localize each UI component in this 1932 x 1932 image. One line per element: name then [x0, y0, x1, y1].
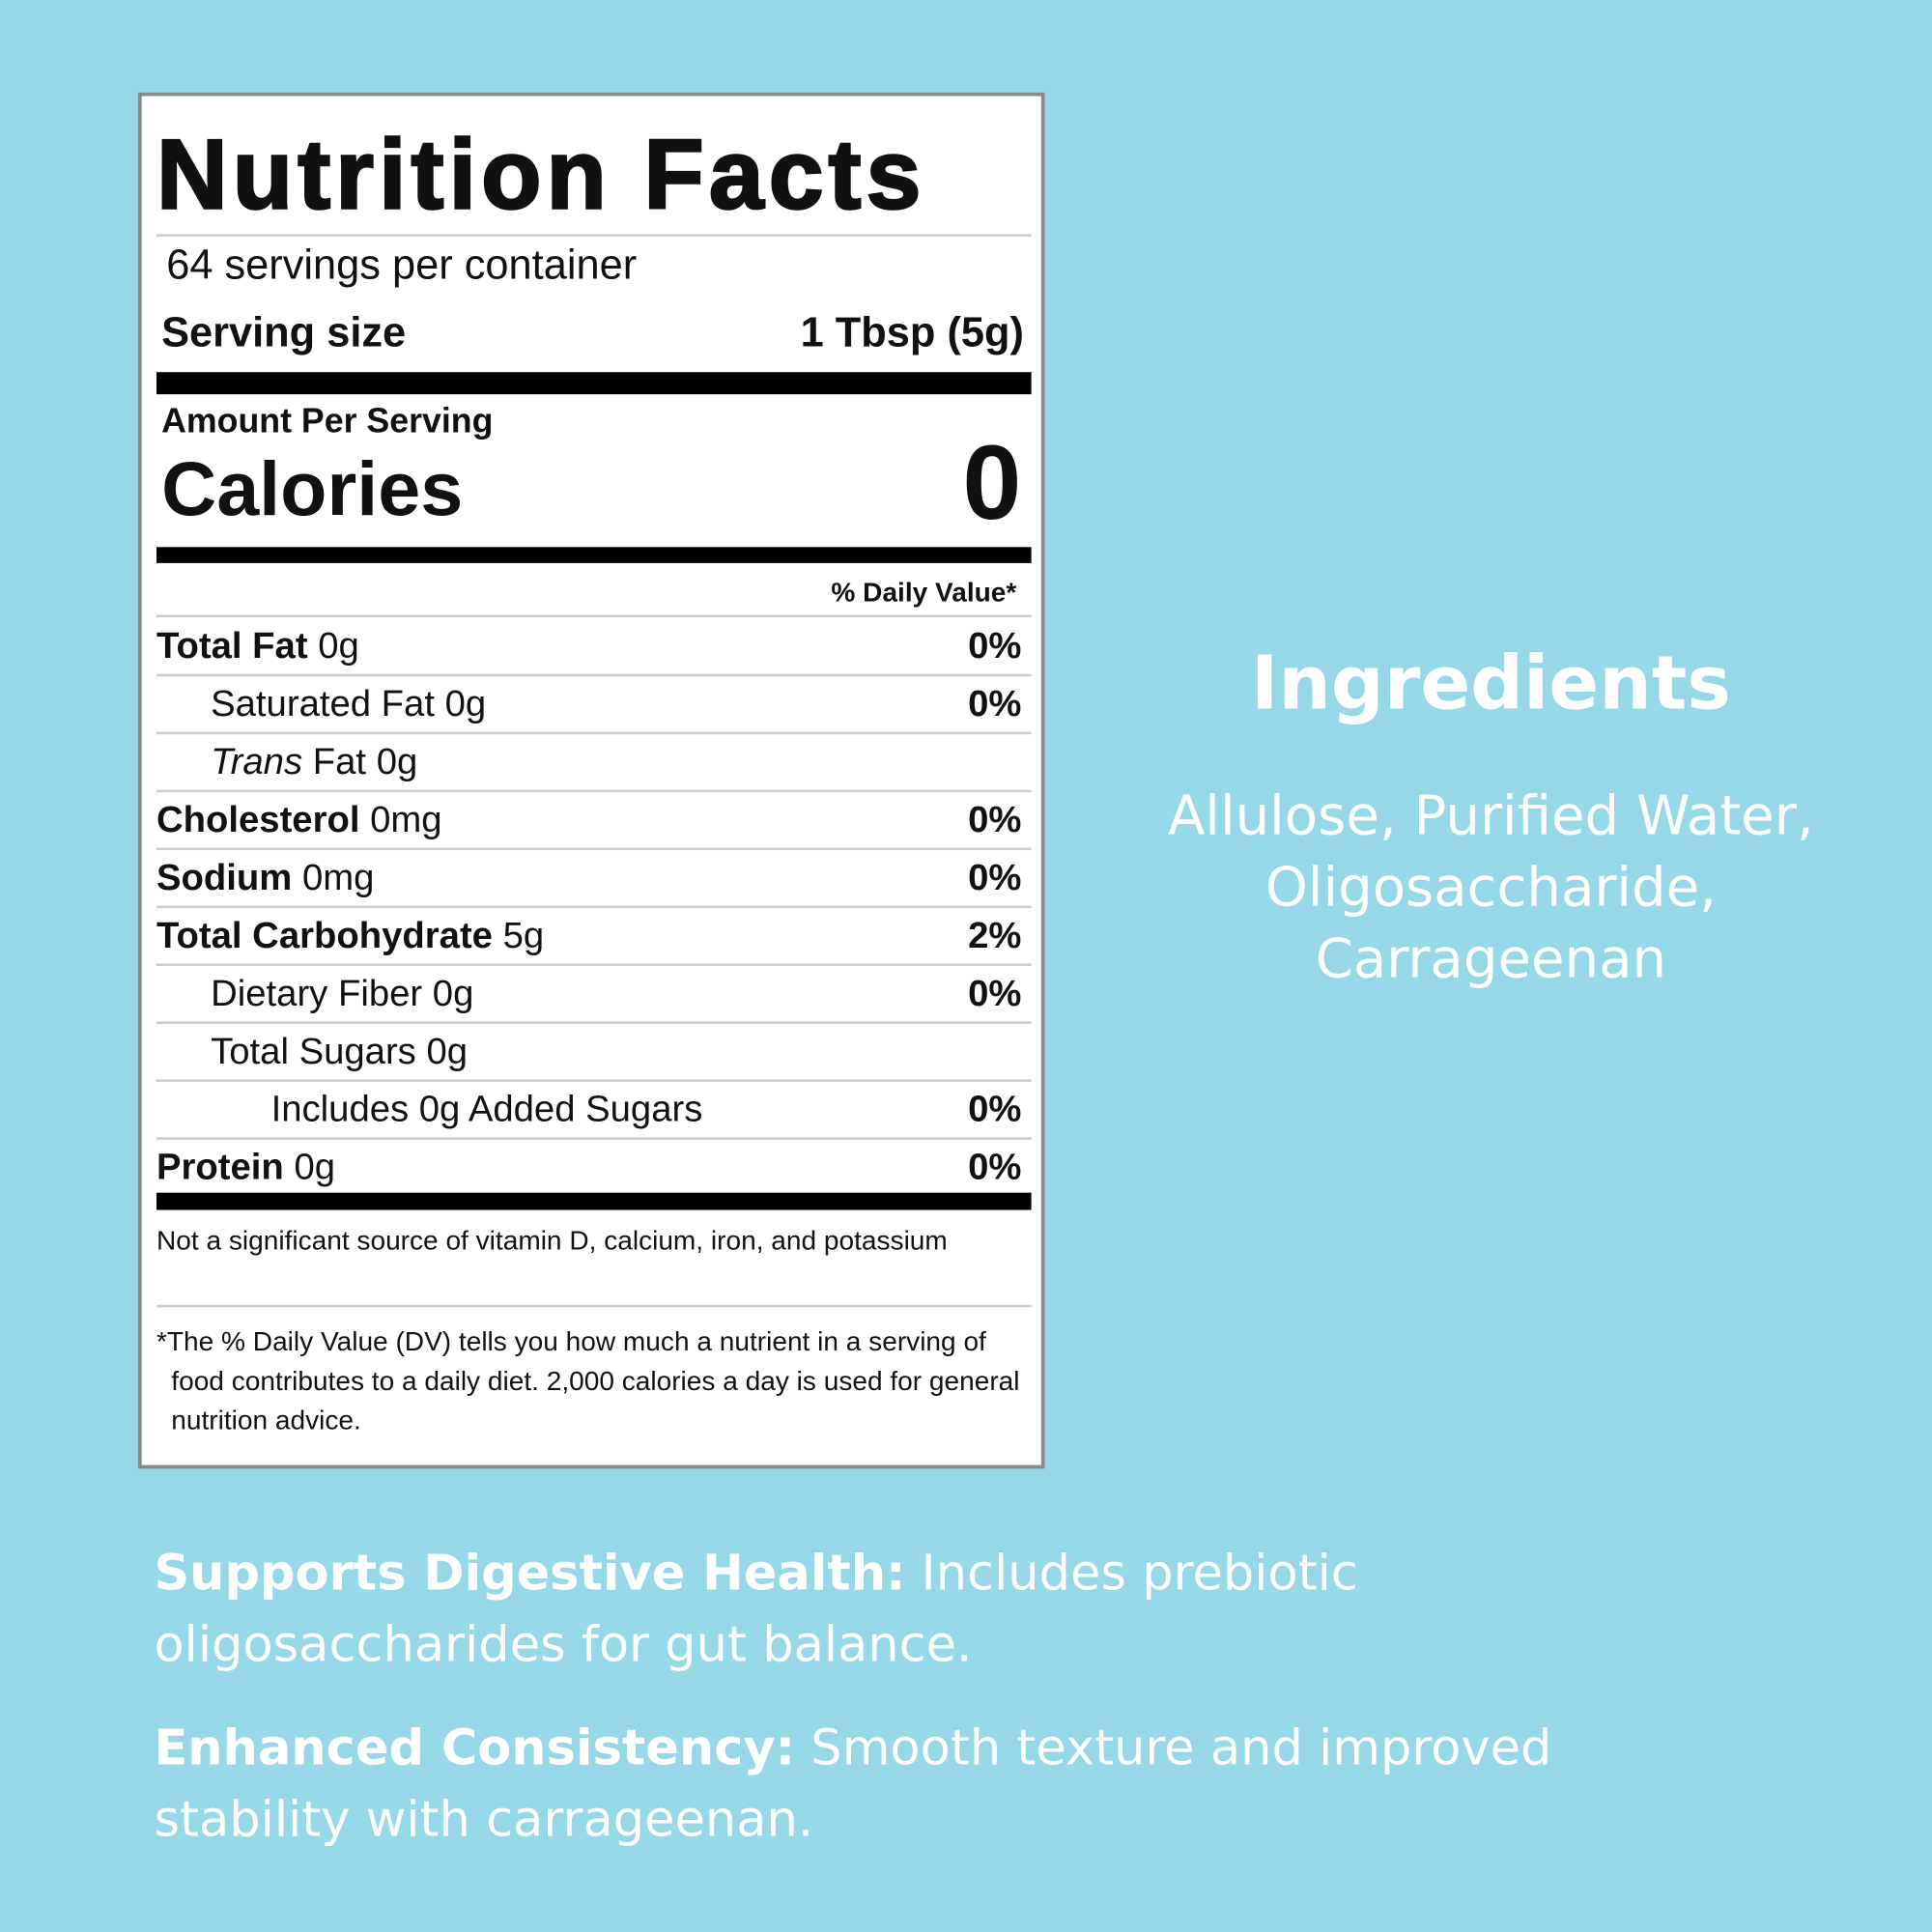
servings: 64 servings per container: [166, 241, 638, 289]
nutrient-name: Dietary Fiber: [211, 973, 423, 1014]
nutrient-name: Includes 0g Added Sugars: [270, 1088, 703, 1130]
nutrient-row: Total Carbohydrate 5g 2%: [156, 908, 1032, 966]
nutrient-row: Dietary Fiber 0g 0%: [156, 966, 1032, 1024]
nutrient-name: Saturated Fat: [211, 683, 435, 724]
divider: [156, 614, 1032, 618]
nutrient-row: Sodium 0mg 0%: [156, 850, 1032, 909]
nutrient-dv: 0%: [968, 799, 1022, 840]
nutrient-amount: 0mg: [301, 857, 375, 898]
serving-size-row: Serving size 1 Tbsp (5g): [161, 309, 1024, 357]
nutrient-dv: 2%: [968, 915, 1022, 956]
feature-text: Smooth texture and improved stability wi…: [154, 1719, 1552, 1849]
nutrient-name: Protein: [156, 1146, 284, 1187]
footnote: Not a significant source of vitamin D, c…: [156, 1224, 948, 1256]
nutrient-amount: 0g: [376, 741, 418, 782]
feature: Enhanced Consistency: Smooth texture and…: [154, 1713, 1633, 1856]
nutrient-name: Total Carbohydrate: [156, 915, 493, 956]
nutrient-row: Total Sugars 0g: [156, 1024, 1032, 1082]
nutrient-dv: 0%: [968, 857, 1022, 898]
nutrient-amount: 0g: [294, 1146, 336, 1187]
nutrient-name: Cholesterol: [156, 799, 360, 840]
nutrient-row: Trans Fat 0g: [156, 734, 1032, 793]
thick-bar: [156, 372, 1032, 395]
daily-value-header: % Daily Value*: [831, 576, 1017, 608]
ingredients-line: Oligosaccharide,: [1264, 856, 1718, 920]
nutrient-row: Saturated Fat 0g 0%: [156, 676, 1032, 735]
serving-size-value: 1 Tbsp (5g): [800, 309, 1024, 356]
nutrient-dv: 0%: [968, 683, 1022, 724]
ingredients-title: Ingredients: [1250, 640, 1731, 727]
nutrient-dv: 0%: [968, 1146, 1022, 1187]
feature-title: Enhanced Consistency:: [154, 1719, 796, 1777]
thick-bar: [156, 547, 1032, 563]
nutrient-amount: 5g: [502, 915, 545, 956]
nutrient-amount: 0g: [318, 625, 359, 667]
nutrient-amount: 0g: [444, 683, 487, 724]
nutrient-name: Fat: [312, 741, 367, 782]
calories-value: 0: [962, 423, 1022, 543]
nutrient-name-italic: Trans: [211, 741, 303, 782]
ingredients-line: Carrageenan: [1315, 927, 1667, 991]
footnote: *The % Daily Value (DV) tells you how mu…: [156, 1325, 1020, 1435]
nutrient-name: Total Fat: [156, 625, 308, 667]
serving-size-label: Serving size: [161, 309, 407, 356]
ingredients-list: Allulose, Purified Water, Oligosaccharid…: [1084, 781, 1897, 996]
nutrient-rows: Total Fat 0g 0% Saturated Fat 0g 0% Trans …: [156, 618, 1032, 1195]
nutrient-amount: 0mg: [370, 799, 442, 840]
amount-per-serving: Amount Per Serving: [161, 401, 494, 440]
nutrient-dv: 0%: [968, 1088, 1022, 1130]
nutrient-row: Cholesterol 0mg 0%: [156, 792, 1032, 851]
nutrient-row: Total Fat 0g 0%: [156, 618, 1032, 677]
nutrient-amount: 0g: [432, 973, 474, 1014]
nutrient-amount: 0g: [426, 1030, 469, 1072]
divider: [156, 1304, 1032, 1308]
feature-text: Includes prebiotic oligosaccharides for …: [154, 1545, 1358, 1674]
nutrient-dv: 0%: [968, 973, 1022, 1014]
ingredients-line: Allulose, Purified Water,: [1168, 784, 1814, 848]
nutrient-name: Sodium: [156, 857, 293, 898]
nutrient-name: Total Sugars: [211, 1030, 416, 1072]
feature-title: Supports Digestive Health:: [154, 1545, 906, 1603]
nutrient-row: Protein 0g 0%: [156, 1140, 1032, 1195]
nutrition-label: Nutrition Facts 64 servings per containe…: [137, 92, 1045, 1469]
label-title: Nutrition Facts: [156, 118, 926, 230]
nutrient-dv: 0%: [968, 625, 1022, 667]
divider: [156, 234, 1032, 237]
nutrient-row: Includes 0g Added Sugars 0%: [156, 1082, 1032, 1140]
calories-label: Calories: [161, 447, 464, 533]
thick-bar: [156, 1192, 1032, 1210]
feature: Supports Digestive Health: Includes preb…: [154, 1538, 1633, 1681]
